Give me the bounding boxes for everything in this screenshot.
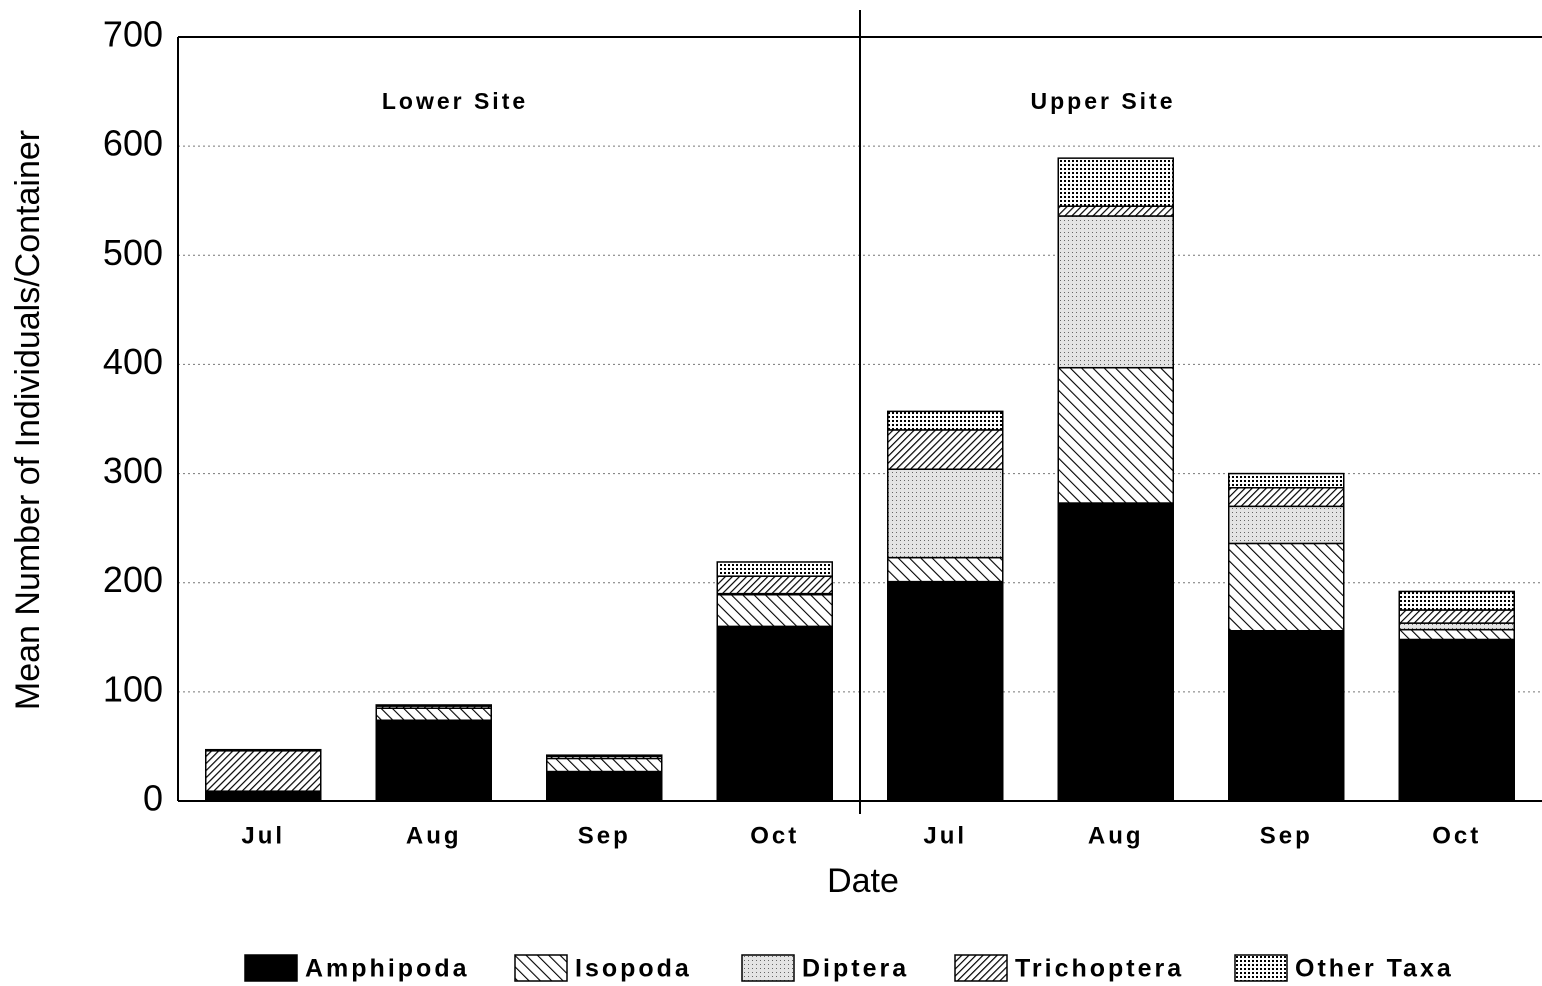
y-tick-label: 100 [103,668,163,709]
legend-swatch [954,954,1008,982]
bar-segment [1057,157,1174,207]
bar-segment [887,468,1004,559]
bar-segment [1398,609,1515,624]
x-tick-label: Aug [1088,822,1144,849]
x-tick-label: Jul [923,822,967,849]
bar-segment [205,748,322,752]
bar-segment [716,561,833,577]
bar-segment [1228,472,1345,489]
bar-segment [1398,590,1515,611]
x-axis-label: Date [827,862,899,900]
y-tick-label: 300 [103,450,163,491]
bar-segment [375,707,492,721]
y-tick-label: 400 [103,341,163,382]
bar-segment [1057,502,1174,802]
legend-swatch [1234,954,1288,982]
bar-segment [1057,205,1174,217]
y-tick-label: 0 [143,778,163,819]
bar-segment [546,757,663,773]
bar-segment [1057,215,1174,369]
legend-label: Trichoptera [1015,955,1184,983]
bar-segment [716,625,833,802]
x-tick-label: Oct [750,822,799,849]
legend-swatch [244,954,298,982]
bar-segment [1398,638,1515,802]
bar-segment [1228,629,1345,802]
bar-segment [546,754,663,758]
bar-segment [205,750,322,792]
x-tick-label: Sep [578,822,631,849]
annotation: Upper Site [1030,88,1175,114]
bar-segment [1398,628,1515,641]
bar-segment [546,770,663,802]
y-axis-label: Mean Number of Individuals/Container [9,130,47,710]
bar-segment [887,580,1004,802]
x-tick-label: Aug [406,822,462,849]
x-tick-label: Oct [1432,822,1481,849]
y-tick-label: 200 [103,559,163,600]
legend-label: Diptera [802,955,909,983]
legend-swatch [741,954,795,982]
legend-label: Amphipoda [305,955,470,983]
bar-segment [1398,622,1515,631]
y-tick-label: 700 [103,14,163,55]
legend-label: Other Taxa [1295,955,1454,983]
bar-segment [375,704,492,707]
bar-segment [887,556,1004,583]
bar-segment [205,790,322,802]
legend-label: Isopoda [575,955,692,983]
bar-segment [887,410,1004,431]
y-tick-label: 500 [103,232,163,273]
bar-segment [887,429,1004,470]
bar-segment [716,593,833,628]
annotation: Lower Site [382,88,528,114]
y-tick-label: 600 [103,123,163,164]
bar-segment [1228,542,1345,632]
x-tick-label: Sep [1260,822,1313,849]
bar-segment [1228,487,1345,508]
legend-swatch [514,954,568,982]
bar-segment [716,575,833,595]
bar-segment [375,719,492,802]
bar-segment [1228,505,1345,545]
x-tick-label: Jul [241,822,285,849]
bar-segment [1057,366,1174,504]
